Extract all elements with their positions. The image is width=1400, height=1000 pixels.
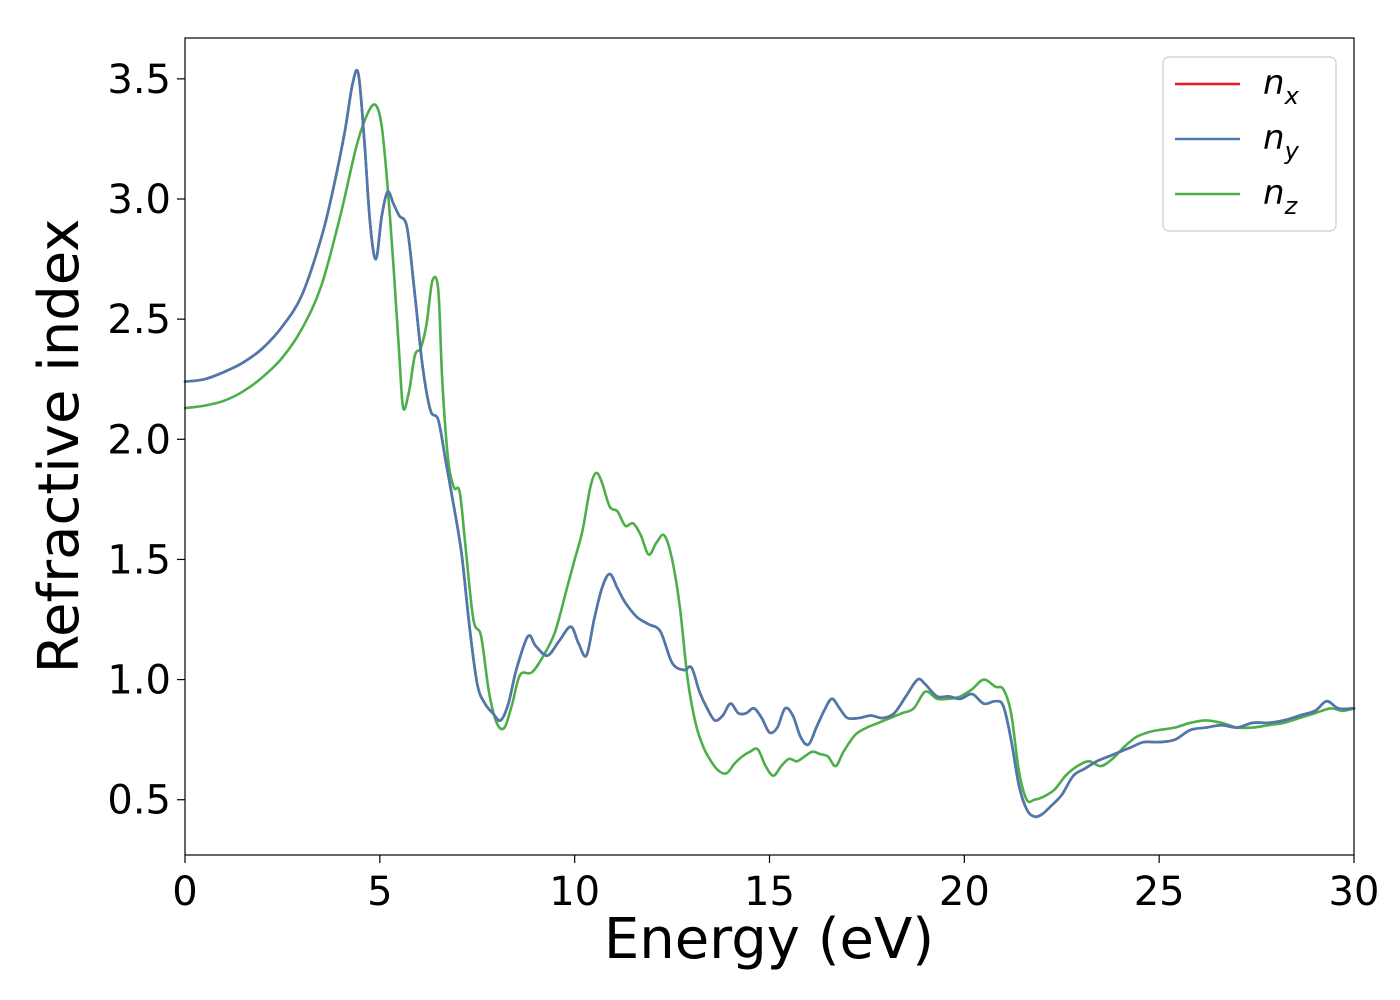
legend-label-z: nz (1263, 173, 1299, 220)
x-tick-label: 15 (744, 869, 795, 915)
series-layer (183, 68, 1356, 819)
legend-label-x: nx (1263, 63, 1300, 110)
y-tick-label: 2.5 (107, 297, 171, 343)
x-tick-label: 20 (939, 869, 990, 915)
y-axis-ticks: 0.5 1.0 1.5 2.0 2.5 3.0 3.5 (107, 57, 185, 824)
legend-label-subscript: y (1284, 137, 1300, 165)
x-tick-label: 10 (549, 869, 600, 915)
y-tick-label: 3.0 (107, 177, 171, 223)
y-tick-label: 1.0 (107, 658, 171, 704)
x-axis-title: Energy (eV) (604, 907, 934, 972)
series-line-y (183, 68, 1356, 819)
x-axis-ticks: 0 5 10 15 20 25 30 (172, 855, 1379, 915)
x-tick-label: 25 (1134, 869, 1185, 915)
x-tick-label: 30 (1329, 869, 1380, 915)
legend-label-main: n (1263, 118, 1285, 158)
legend-label-main: n (1263, 173, 1285, 213)
legend-label-main: n (1263, 63, 1285, 103)
y-tick-label: 1.5 (107, 537, 171, 583)
x-tick-label: 5 (367, 869, 392, 915)
y-tick-label: 2.0 (107, 417, 171, 463)
y-tick-label: 0.5 (107, 778, 171, 824)
legend-label-subscript: x (1284, 82, 1300, 110)
legend-label-y: ny (1263, 118, 1300, 165)
x-tick-label: 0 (172, 869, 197, 915)
legend-box (1162, 56, 1337, 232)
legend-label-subscript: z (1284, 192, 1299, 220)
y-tick-label: 3.5 (107, 57, 171, 103)
y-axis-title: Refractive index (27, 219, 92, 674)
